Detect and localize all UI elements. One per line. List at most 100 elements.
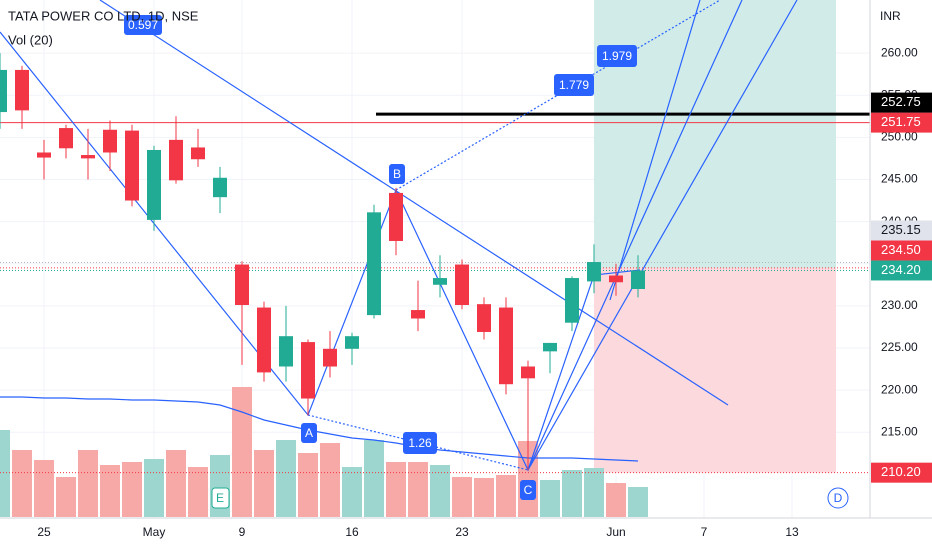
time-pane xyxy=(0,518,932,550)
volume-bar xyxy=(254,450,274,517)
y-tick-label: 220.00 xyxy=(881,382,918,396)
candle-body xyxy=(59,128,73,149)
price-tag xyxy=(871,462,932,483)
candle-body xyxy=(125,130,139,201)
candle-body xyxy=(213,177,227,198)
volume-bar xyxy=(100,465,120,517)
candle-body xyxy=(631,270,645,289)
point-circle xyxy=(827,487,849,509)
candle-body xyxy=(609,275,623,283)
volume-bar xyxy=(584,468,604,517)
candle-body xyxy=(345,336,359,349)
price-tag-label: 234.20 xyxy=(881,262,921,277)
ratio-box xyxy=(124,15,162,35)
overlay xyxy=(0,53,645,471)
volume-bar xyxy=(342,467,362,517)
candle-body xyxy=(0,69,7,113)
x-tick-label: 25 xyxy=(37,525,51,539)
volume-bar xyxy=(408,462,428,517)
candle-body xyxy=(147,149,161,220)
candle-body xyxy=(15,69,29,111)
candle-body xyxy=(367,212,381,316)
price-tag-label: 234.50 xyxy=(881,242,921,257)
candle-body xyxy=(257,307,271,373)
price-tag xyxy=(871,220,932,241)
candle-body xyxy=(411,310,425,319)
ratio-label: 1.779 xyxy=(559,78,589,92)
y-tick-label: 230.00 xyxy=(881,298,918,312)
price-tag-label: 210.20 xyxy=(881,464,921,479)
projection-line xyxy=(527,0,798,471)
volume-bar xyxy=(320,443,340,517)
x-tick-label: 7 xyxy=(701,525,708,539)
volume-bar xyxy=(496,475,516,517)
point-label: B xyxy=(393,167,401,181)
volume-bar xyxy=(430,465,450,517)
stop-zone xyxy=(594,267,836,473)
underlay xyxy=(0,0,870,518)
candle-body xyxy=(499,307,513,385)
volume-bar xyxy=(386,462,406,517)
axes: 215.00220.00225.00230.00235.00240.00245.… xyxy=(37,45,932,539)
volume-bar xyxy=(56,477,76,517)
candle-body xyxy=(235,264,249,306)
volume-bar xyxy=(364,440,384,517)
ratio-label: 1.979 xyxy=(602,49,632,63)
x-tick-label: 16 xyxy=(345,525,359,539)
target-zone xyxy=(594,0,836,268)
volume-bar xyxy=(232,387,252,517)
projection-line xyxy=(609,0,701,301)
price-tag-label: 235.15 xyxy=(881,222,921,237)
volume-bar xyxy=(628,487,648,517)
x-tick-label: Jun xyxy=(606,525,625,539)
ratio-box xyxy=(403,432,437,454)
volume-bar xyxy=(474,478,494,517)
y-tick-label: 225.00 xyxy=(881,340,918,354)
y-tick-label: 260.00 xyxy=(881,45,918,59)
ratio-label: 0.597 xyxy=(128,18,158,32)
volume-bar xyxy=(78,450,98,517)
candle-body xyxy=(169,139,183,181)
candle-body xyxy=(279,336,293,367)
candle-body xyxy=(81,155,95,159)
x-tick-label: May xyxy=(143,525,166,539)
ratio-label: 1.26 xyxy=(408,436,432,450)
price-tag-label: 251.75 xyxy=(881,114,921,129)
chart-title: TATA POWER CO LTD, 1D, NSE xyxy=(8,8,199,23)
x-tick-label: 9 xyxy=(239,525,246,539)
volume-label: Vol (20) xyxy=(8,32,53,47)
candle-body xyxy=(477,304,491,332)
volume-bar xyxy=(12,450,32,517)
price-tag-label: 252.75 xyxy=(881,94,921,109)
candle-body xyxy=(521,366,535,379)
price-tag xyxy=(871,260,932,281)
candle-body xyxy=(37,152,51,158)
volume-bar xyxy=(0,430,10,517)
volume-bar xyxy=(276,440,296,517)
pattern-line xyxy=(0,31,641,472)
volume-bar xyxy=(562,470,582,517)
volume-bar xyxy=(298,453,318,517)
candle-body xyxy=(455,264,469,306)
volume-bar xyxy=(452,477,472,517)
volume-bar xyxy=(122,462,142,517)
candle-body xyxy=(433,278,447,285)
event-label: E xyxy=(216,491,224,505)
candle-body xyxy=(301,342,315,399)
candle-body xyxy=(191,147,205,160)
point-box xyxy=(520,480,536,500)
x-tick-label: 13 xyxy=(785,525,799,539)
event-box xyxy=(211,487,230,509)
trend-line xyxy=(99,0,729,406)
price-tag xyxy=(871,92,932,113)
candle-body xyxy=(565,278,579,323)
currency: INR xyxy=(880,9,901,23)
projection-line xyxy=(527,0,743,471)
volume-bar xyxy=(144,459,164,517)
candle-body xyxy=(543,342,557,352)
x-tick-label: 23 xyxy=(455,525,469,539)
candle-body xyxy=(103,129,117,153)
volume-bar xyxy=(188,467,208,517)
candle-body xyxy=(389,192,403,241)
